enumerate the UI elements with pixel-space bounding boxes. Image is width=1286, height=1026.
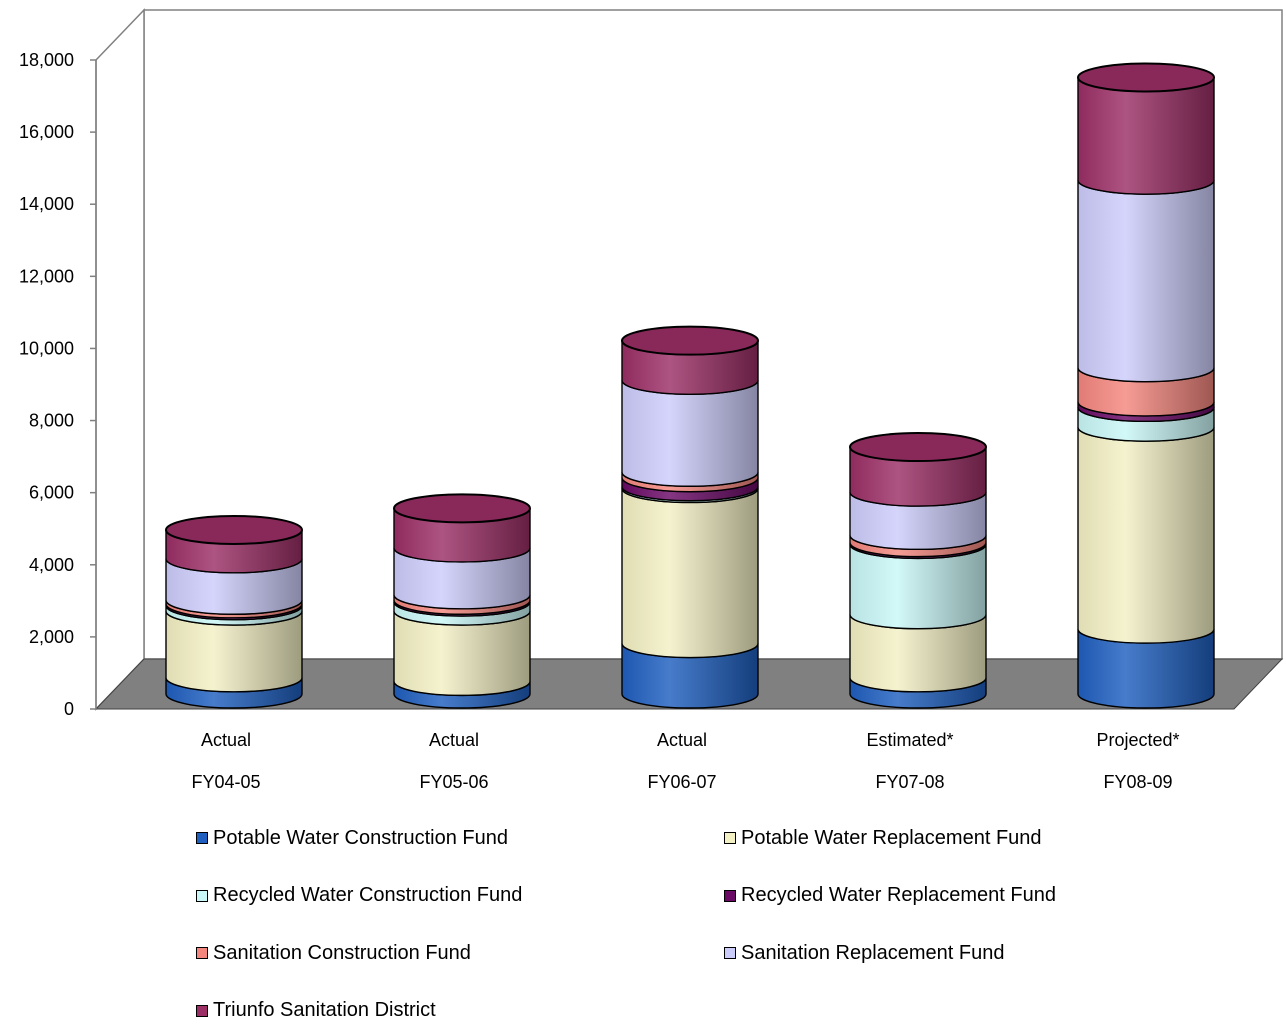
legend-swatch [196,889,208,902]
bar-stack [393,493,531,709]
category-label-line2: FY05-06 [419,772,488,792]
y-tick-label: 12,000 [19,266,74,286]
legend-item: Sanitation Replacement Fund [724,941,1005,965]
bar-stack [621,325,759,709]
bar-stack [165,514,303,709]
side-wall [95,8,145,711]
y-axis: 0 2,000 4,000 6,000 8,000 10,000 12,000 14,000 1… [19,50,97,719]
x-axis-labels: Actual FY04-05 Actual FY05-06 Actual FY06-07 E… [191,730,1179,792]
y-tick-label: 0 [64,699,74,719]
category-label-line1: Estimated* [866,730,953,750]
bar-top [1077,62,1215,93]
category-label-line1: Actual [429,730,479,750]
category-label-line2: FY08-09 [1103,772,1172,792]
y-tick-label: 10,000 [19,338,74,358]
legend-label: Potable Water Construction Fund [213,826,508,849]
legend-label: Recycled Water Replacement Fund [741,884,1056,906]
bar-segment [621,488,759,659]
bar-segment [1077,77,1215,195]
legend: Potable Water Construction Fund Potable W… [196,826,1256,1026]
category-label-line1: Actual [201,730,251,750]
bar-top [393,493,531,524]
legend-label: Sanitation Construction Fund [213,941,471,964]
legend-item: Potable Water Replacement Fund [724,826,1042,850]
y-tick-label: 16,000 [19,122,74,142]
legend-label: Sanitation Replacement Fund [741,941,1005,964]
category-label-line2: FY04-05 [191,772,260,792]
legend-item: Sanitation Construction Fund [196,941,471,965]
category-label-line2: FY06-07 [647,772,716,792]
legend-swatch [724,889,736,902]
category-label-line1: Actual [657,730,707,750]
category-label-line1: Projected* [1096,730,1179,750]
y-tick-label: 8,000 [29,411,74,431]
legend-swatch [196,1004,208,1017]
legend-item: Potable Water Construction Fund [196,826,508,850]
legend-swatch [196,832,208,844]
legend-item: Triunfo Sanitation District [196,999,436,1023]
y-tick-label: 2,000 [29,627,74,647]
legend-swatch [724,832,736,844]
legend-item: Recycled Water Construction Fund [196,884,522,908]
legend-swatch [196,947,208,959]
legend-label: Recycled Water Construction Fund [213,884,523,906]
bars [165,62,1215,709]
bar-segment [1077,427,1215,644]
bar-top [849,432,987,463]
y-tick-label: 6,000 [29,483,74,503]
y-tick-label: 14,000 [19,194,74,214]
legend-label: Potable Water Replacement Fund [741,826,1042,849]
bar-segment [1077,180,1215,383]
bar-stack [1077,62,1215,709]
category-label-line2: FY07-08 [875,772,944,792]
legend-swatch [724,947,736,959]
y-tick-label: 4,000 [29,555,74,575]
legend-item: Recycled Water Replacement Fund [724,884,1056,908]
bar-top [165,514,303,545]
bar-stack [849,432,987,709]
legend-label: Triunfo Sanitation District [213,999,436,1021]
bar-top [621,325,759,356]
bar-segment [621,380,759,487]
y-tick-label: 18,000 [19,50,74,70]
